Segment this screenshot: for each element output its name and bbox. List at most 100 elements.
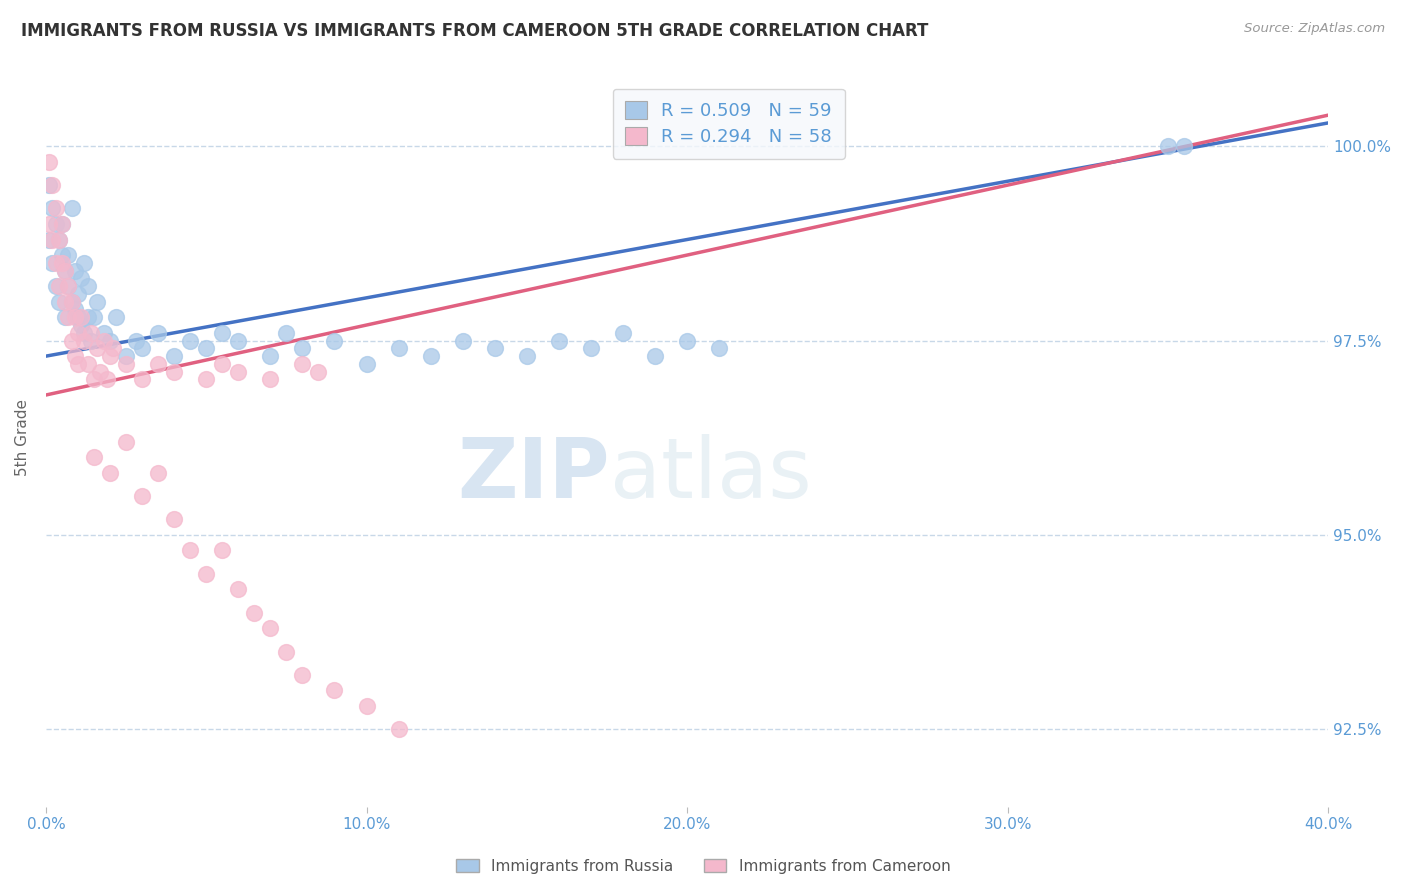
Point	[48, 233, 70, 247]
Point	[53, 294, 76, 309]
Point	[1173, 139, 1195, 153]
Point	[579, 342, 602, 356]
Point	[419, 349, 441, 363]
Point	[131, 489, 153, 503]
Point	[131, 372, 153, 386]
Point	[89, 365, 111, 379]
Point	[195, 372, 218, 386]
Point	[53, 310, 76, 325]
Point	[644, 349, 666, 363]
Point	[41, 233, 63, 247]
Point	[73, 326, 96, 340]
Point	[70, 271, 93, 285]
Point	[76, 279, 98, 293]
Point	[73, 256, 96, 270]
Point	[96, 372, 118, 386]
Y-axis label: 5th Grade: 5th Grade	[15, 400, 30, 476]
Point	[276, 644, 298, 658]
Point	[60, 294, 83, 309]
Point	[226, 582, 249, 597]
Point	[51, 217, 73, 231]
Point	[211, 543, 233, 558]
Point	[76, 357, 98, 371]
Point	[195, 566, 218, 581]
Point	[93, 326, 115, 340]
Point	[115, 434, 138, 449]
Point	[163, 512, 186, 526]
Point	[58, 310, 80, 325]
Point	[451, 334, 474, 348]
Point	[707, 342, 730, 356]
Point	[45, 279, 67, 293]
Point	[41, 256, 63, 270]
Point	[98, 466, 121, 480]
Point	[41, 178, 63, 193]
Text: atlas: atlas	[610, 434, 811, 516]
Point	[70, 310, 93, 325]
Point	[163, 365, 186, 379]
Point	[307, 365, 329, 379]
Point	[73, 334, 96, 348]
Text: Source: ZipAtlas.com: Source: ZipAtlas.com	[1244, 22, 1385, 36]
Point	[66, 326, 89, 340]
Point	[41, 202, 63, 216]
Point	[259, 372, 281, 386]
Point	[484, 342, 506, 356]
Point	[323, 683, 346, 698]
Point	[48, 294, 70, 309]
Point	[58, 248, 80, 262]
Point	[58, 279, 80, 293]
Point	[86, 342, 108, 356]
Point	[195, 342, 218, 356]
Point	[131, 342, 153, 356]
Legend: Immigrants from Russia, Immigrants from Cameroon: Immigrants from Russia, Immigrants from …	[450, 853, 956, 880]
Point	[60, 334, 83, 348]
Point	[211, 326, 233, 340]
Point	[83, 310, 105, 325]
Point	[146, 326, 169, 340]
Point	[51, 217, 73, 231]
Point	[66, 310, 89, 325]
Point	[63, 310, 86, 325]
Point	[98, 349, 121, 363]
Point	[323, 334, 346, 348]
Point	[291, 357, 314, 371]
Point	[547, 334, 569, 348]
Point	[63, 302, 86, 317]
Point	[93, 334, 115, 348]
Point	[163, 349, 186, 363]
Point	[98, 334, 121, 348]
Point	[63, 263, 86, 277]
Point	[53, 263, 76, 277]
Point	[38, 178, 60, 193]
Point	[45, 202, 67, 216]
Point	[80, 326, 103, 340]
Point	[179, 543, 201, 558]
Point	[83, 372, 105, 386]
Point	[516, 349, 538, 363]
Point	[146, 357, 169, 371]
Point	[259, 621, 281, 635]
Point	[38, 154, 60, 169]
Text: IMMIGRANTS FROM RUSSIA VS IMMIGRANTS FROM CAMEROON 5TH GRADE CORRELATION CHART: IMMIGRANTS FROM RUSSIA VS IMMIGRANTS FRO…	[21, 22, 928, 40]
Point	[356, 357, 378, 371]
Point	[38, 217, 60, 231]
Point	[259, 349, 281, 363]
Point	[51, 248, 73, 262]
Point	[83, 450, 105, 465]
Point	[38, 233, 60, 247]
Point	[115, 349, 138, 363]
Point	[125, 334, 148, 348]
Point	[387, 723, 409, 737]
Point	[60, 202, 83, 216]
Point	[103, 342, 125, 356]
Point	[51, 256, 73, 270]
Point	[211, 357, 233, 371]
Point	[387, 342, 409, 356]
Point	[70, 318, 93, 332]
Point	[48, 233, 70, 247]
Point	[66, 357, 89, 371]
Text: ZIP: ZIP	[457, 434, 610, 516]
Point	[226, 334, 249, 348]
Point	[80, 334, 103, 348]
